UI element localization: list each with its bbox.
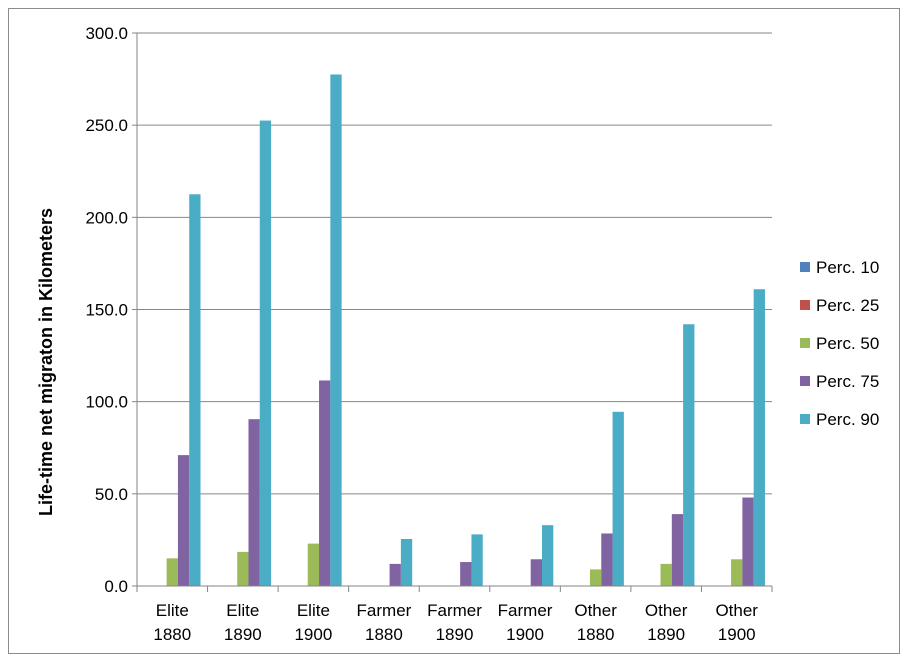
x-tick-label: 1880 [365, 625, 403, 644]
legend-swatch [800, 338, 810, 348]
x-tick-label: Elite [156, 601, 189, 620]
x-axis-ticks: Elite 1880 Elite 1890 Elite 1900 Farmer 1880 Far… [137, 586, 772, 644]
bar-perc-50-0 [167, 558, 178, 586]
y-axis-ticks: 0.0 50.0 100.0 150.0 200.0 250.0 300.0 [85, 24, 137, 596]
legend-label: Perc. 90 [816, 410, 879, 429]
bar-perc-75-4 [460, 562, 471, 586]
bar-perc-90-7 [683, 324, 694, 586]
legend-label: Perc. 10 [816, 258, 879, 277]
bar-perc-50-1 [237, 552, 248, 586]
bar-perc-75-5 [531, 559, 542, 586]
legend-swatch [800, 262, 810, 272]
x-tick-label: 1900 [718, 625, 756, 644]
x-tick-label: Other [574, 601, 617, 620]
legend-swatch [800, 376, 810, 386]
legend-swatch [800, 300, 810, 310]
bar-perc-90-8 [754, 289, 765, 586]
x-tick-label: 1900 [294, 625, 332, 644]
x-tick-label: 1890 [224, 625, 262, 644]
legend-label: Perc. 50 [816, 334, 879, 353]
bar-perc-90-3 [401, 539, 412, 586]
x-tick-label: 1900 [506, 625, 544, 644]
x-tick-label: 1880 [577, 625, 615, 644]
x-tick-label: Elite [297, 601, 330, 620]
bar-perc-90-5 [542, 525, 553, 586]
legend: Perc. 10 Perc. 25 Perc. 50 Perc. 75 Perc. 90 [800, 258, 879, 429]
bar-perc-50-6 [590, 569, 601, 586]
bars [167, 74, 765, 586]
bar-perc-75-6 [601, 533, 612, 586]
x-tick-label: Elite [226, 601, 259, 620]
x-tick-label: 1890 [647, 625, 685, 644]
bar-perc-75-1 [248, 419, 259, 586]
y-tick-label: 150.0 [85, 301, 128, 320]
y-tick-label: 100.0 [85, 393, 128, 412]
y-axis-label: Life-time net migraton in Kilometers [36, 208, 56, 516]
bar-perc-90-2 [330, 74, 341, 586]
bar-perc-90-6 [613, 412, 624, 586]
bar-perc-90-1 [260, 121, 271, 586]
y-tick-label: 0.0 [104, 577, 128, 596]
x-tick-label: 1880 [153, 625, 191, 644]
bar-perc-75-2 [319, 380, 330, 586]
bar-perc-50-8 [731, 559, 742, 586]
x-tick-label: Other [715, 601, 758, 620]
bar-perc-50-2 [308, 544, 319, 586]
legend-label: Perc. 75 [816, 372, 879, 391]
bar-perc-75-8 [742, 498, 753, 586]
bar-perc-75-7 [672, 514, 683, 586]
x-tick-label: Other [645, 601, 688, 620]
y-tick-label: 50.0 [95, 485, 128, 504]
y-tick-label: 250.0 [85, 116, 128, 135]
gridlines [137, 33, 772, 494]
bar-perc-75-0 [178, 455, 189, 586]
bar-perc-90-4 [471, 534, 482, 586]
legend-swatch [800, 414, 810, 424]
x-tick-label: 1890 [436, 625, 474, 644]
x-tick-label: Farmer [357, 601, 412, 620]
bar-perc-75-3 [390, 564, 401, 586]
legend-label: Perc. 25 [816, 296, 879, 315]
y-tick-label: 300.0 [85, 24, 128, 43]
x-tick-label: Farmer [498, 601, 553, 620]
y-tick-label: 200.0 [85, 208, 128, 227]
bar-perc-50-7 [661, 564, 672, 586]
bar-perc-90-0 [189, 194, 200, 586]
x-tick-label: Farmer [427, 601, 482, 620]
